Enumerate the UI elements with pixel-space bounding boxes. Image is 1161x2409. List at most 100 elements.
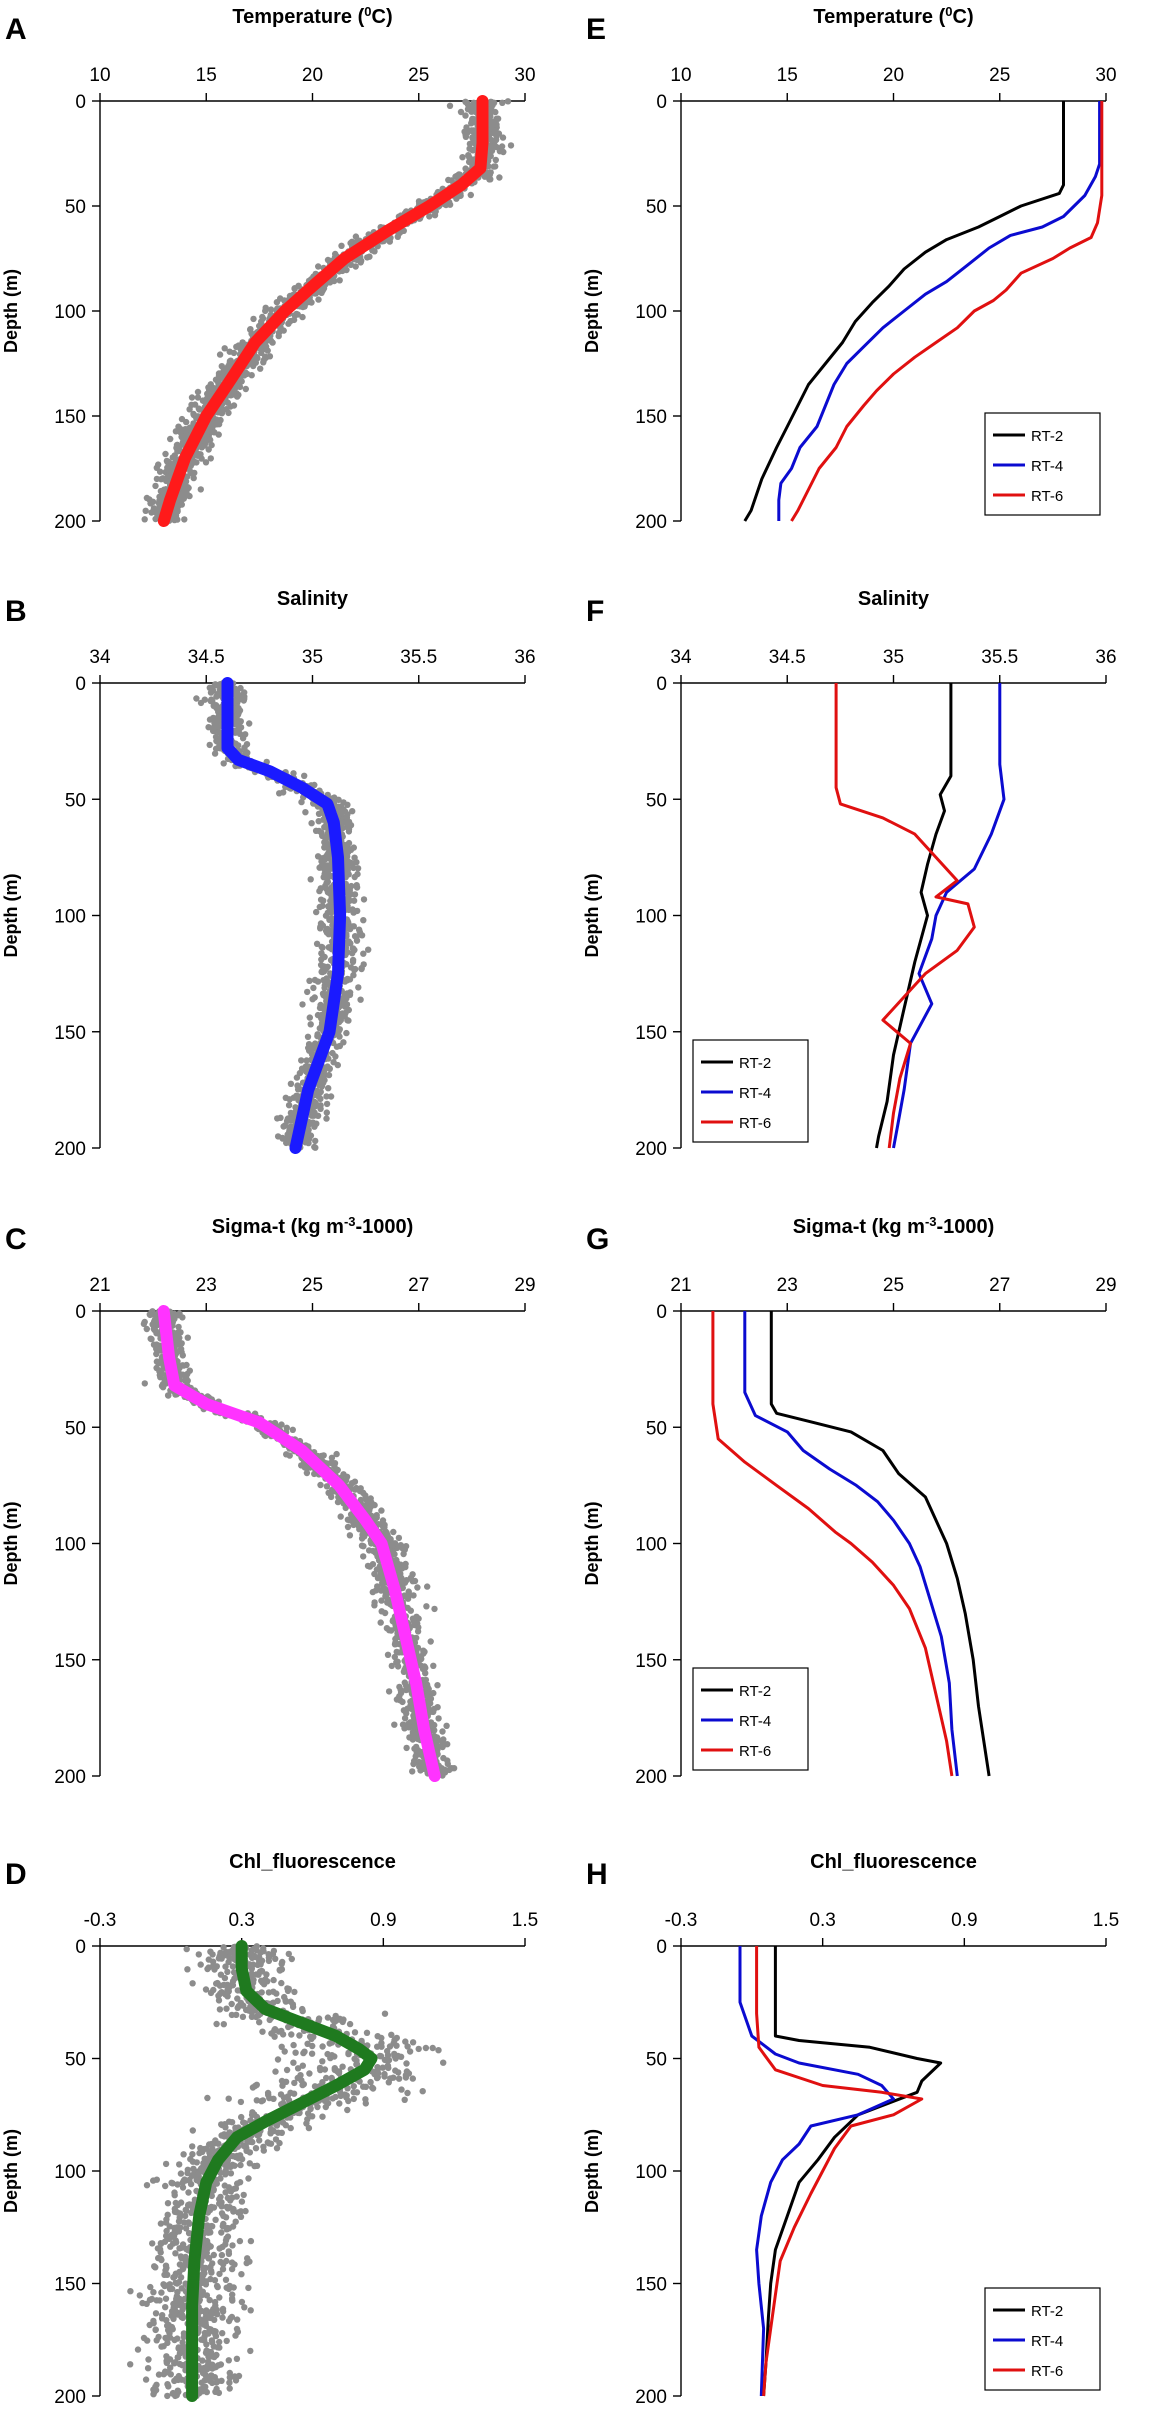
scatter-point [367,2078,374,2086]
scatter-point [338,242,345,249]
x-tick-label: 15 [777,65,798,86]
scatter-point [292,1104,299,1111]
scatter-point [181,433,188,440]
scatter-point [224,399,231,406]
scatter-point [290,2090,298,2097]
scatter-point [347,891,355,898]
y-tick-label: 100 [54,907,86,928]
scatter-point [240,2191,247,2199]
scatter-point [204,2094,211,2102]
y-tick-label: 100 [635,302,667,323]
panel-title: Temperature (0C) [232,4,392,29]
scatter-point [350,923,357,930]
scatter-point [201,696,208,703]
y-tick-label: 100 [635,1535,667,1556]
scatter-point [312,1102,320,1109]
panel-letter: G [586,1223,609,1256]
scatter-point [341,998,348,1005]
scatter-point [315,810,323,817]
scatter-point [313,908,320,916]
scatter-point [431,1605,438,1613]
scatter-point [225,2248,232,2255]
scatter-point [321,2066,329,2073]
scatter-point [446,201,454,208]
x-tick-label: 27 [989,1275,1010,1296]
scatter-point [286,1096,293,1103]
panel-letter: B [5,595,27,628]
y-tick-label: 50 [65,1418,86,1439]
scatter-point [325,1085,332,1092]
title-end: -1000) [937,1216,995,1238]
scatter-point [327,1491,334,1498]
scatter-point [382,1593,389,1600]
scatter-point [489,102,496,109]
scatter-point [318,858,325,865]
y-tick-label: 50 [646,1418,667,1439]
scatter-point [403,1710,410,1717]
scatter-point [212,733,220,741]
scatter-point [414,1644,422,1652]
scatter-point [226,348,233,355]
scatter-point [187,468,194,475]
scatter-point [303,1057,310,1064]
scatter-point [455,171,463,178]
scatter-point [425,1685,432,1693]
scatter-point [142,507,149,514]
y-tick-label: 50 [65,197,86,218]
scatter-point [443,1722,450,1730]
scatter-point [252,358,259,366]
scatter-point [395,1534,403,1542]
legend-label: RT-2 [739,1055,771,1072]
scatter-point [343,1473,351,1481]
scatter-point [359,1531,366,1539]
y-tick-label: 0 [75,1937,86,1958]
scatter-point [162,450,169,458]
ensemble-scatter [141,98,515,524]
scatter-point [184,473,191,480]
scatter-point [358,1542,366,1549]
scatter-point [206,741,213,749]
y-tick-label: 200 [54,512,86,533]
scatter-point [462,133,470,140]
scatter-point [326,1065,333,1072]
scatter-point [358,932,366,939]
scatter-point [496,174,503,181]
scatter-point [306,977,313,984]
scatter-point [143,2182,151,2189]
scatter-point [238,342,246,349]
scatter-point [381,1521,388,1529]
scatter-point [360,917,367,924]
scatter-point [491,127,499,134]
scatter-point [216,351,224,358]
scatter-point [242,369,249,376]
title-main: Sigma-t (kg m [212,1216,344,1238]
legend-label: RT-6 [739,1115,771,1132]
scatter-point [197,1961,204,1968]
x-tick-label: 21 [670,1275,691,1296]
scatter-point [209,727,217,735]
scatter-point [487,152,494,160]
y-tick-label: 50 [646,790,667,811]
y-tick-label: 0 [75,674,86,695]
scatter-point [245,2284,252,2292]
scatter-point [285,320,292,327]
scatter-point [457,108,465,116]
scatter-point [395,2075,403,2082]
legend: RT-2RT-4RT-6 [692,1039,809,1143]
scatter-point [198,2336,205,2343]
panel-title: Sigma-t (kg m-3-1000) [212,1214,414,1239]
scatter-point [152,515,159,523]
scatter-point [431,1721,438,1729]
x-tick-label: 34 [670,647,692,668]
y-axis-label: Depth (m) [1,1502,21,1586]
scatter-point [207,455,214,462]
scatter-point [246,720,253,727]
title-main: Temperature ( [232,6,364,28]
scatter-point [247,2237,255,2245]
scatter-point [410,1760,417,1768]
x-tick-label: 30 [1095,65,1116,86]
title-end: -1000) [356,1216,414,1238]
scatter-point [431,212,439,219]
scatter-point [390,1528,397,1536]
